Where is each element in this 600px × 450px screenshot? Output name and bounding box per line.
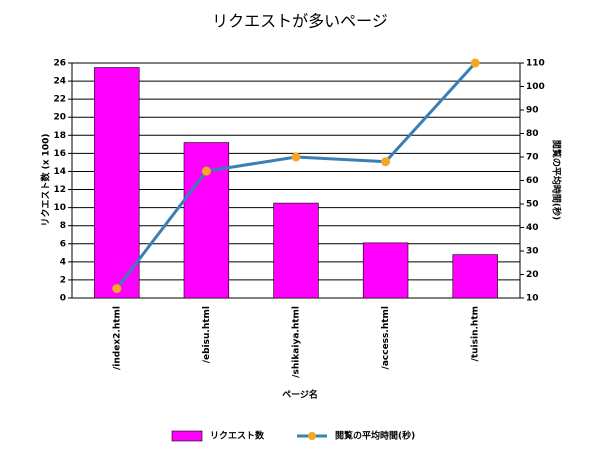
x-axis-title: ページ名 (282, 389, 318, 401)
y-tick-label: 2 (60, 275, 66, 285)
y-tick-label: 10 (53, 203, 66, 213)
y-tick-label: 14 (53, 167, 66, 177)
y-tick-label: 22 (53, 95, 66, 105)
y-tick-label: 8 (60, 221, 66, 231)
y2-tick-label: 10 (526, 294, 539, 304)
x-tick-label: /access.html (381, 306, 391, 369)
y-tick-label: 16 (53, 149, 66, 159)
bar (94, 67, 140, 299)
y-tick-label: 0 (60, 294, 66, 304)
y2-tick-label: 20 (526, 270, 539, 280)
line-marker (470, 58, 480, 68)
line-marker (201, 166, 211, 176)
y-tick-label: 12 (53, 185, 66, 195)
y-tick-label: 24 (53, 77, 66, 87)
line-marker (112, 284, 122, 294)
legend-label: リクエスト数 (210, 430, 265, 442)
y2-tick-label: 80 (526, 129, 539, 139)
y-tick-label: 20 (53, 113, 66, 123)
x-tick-label: /tuisin.htm (471, 306, 481, 361)
y2-tick-label: 70 (526, 153, 539, 163)
line-marker (291, 152, 301, 162)
y2-tick-label: 90 (526, 106, 539, 116)
y-tick-label: 4 (60, 257, 66, 267)
y-tick-label: 18 (53, 131, 66, 141)
y2-tick-label: 50 (526, 200, 539, 210)
y-tick-label: 26 (53, 59, 66, 69)
y2-tick-label: 110 (526, 59, 545, 69)
x-tick-label: /shikaiya.html (292, 306, 302, 378)
y2-tick-label: 30 (526, 247, 539, 257)
line-marker (381, 157, 391, 167)
bar (273, 202, 319, 299)
chart-title: リクエストが多いページ (212, 12, 388, 31)
x-tick-label: /index2.html (112, 306, 122, 370)
y-axis-title: リクエスト数 (x 100) (40, 133, 52, 226)
y2-tick-label: 40 (526, 223, 539, 233)
bar (452, 254, 498, 299)
bar (183, 142, 230, 299)
x-tick-label: /ebisu.html (202, 306, 212, 363)
y2-tick-label: 100 (526, 82, 545, 92)
y-tick-label: 6 (60, 239, 66, 249)
legend-label: 閲覧の平均時間(秒) (335, 430, 415, 442)
y2-axis-title: 閲覧の平均時間(秒) (551, 140, 563, 220)
legend-swatch (171, 430, 203, 442)
legend-marker (308, 432, 316, 440)
y2-tick-label: 60 (526, 176, 539, 186)
bar (362, 242, 409, 299)
